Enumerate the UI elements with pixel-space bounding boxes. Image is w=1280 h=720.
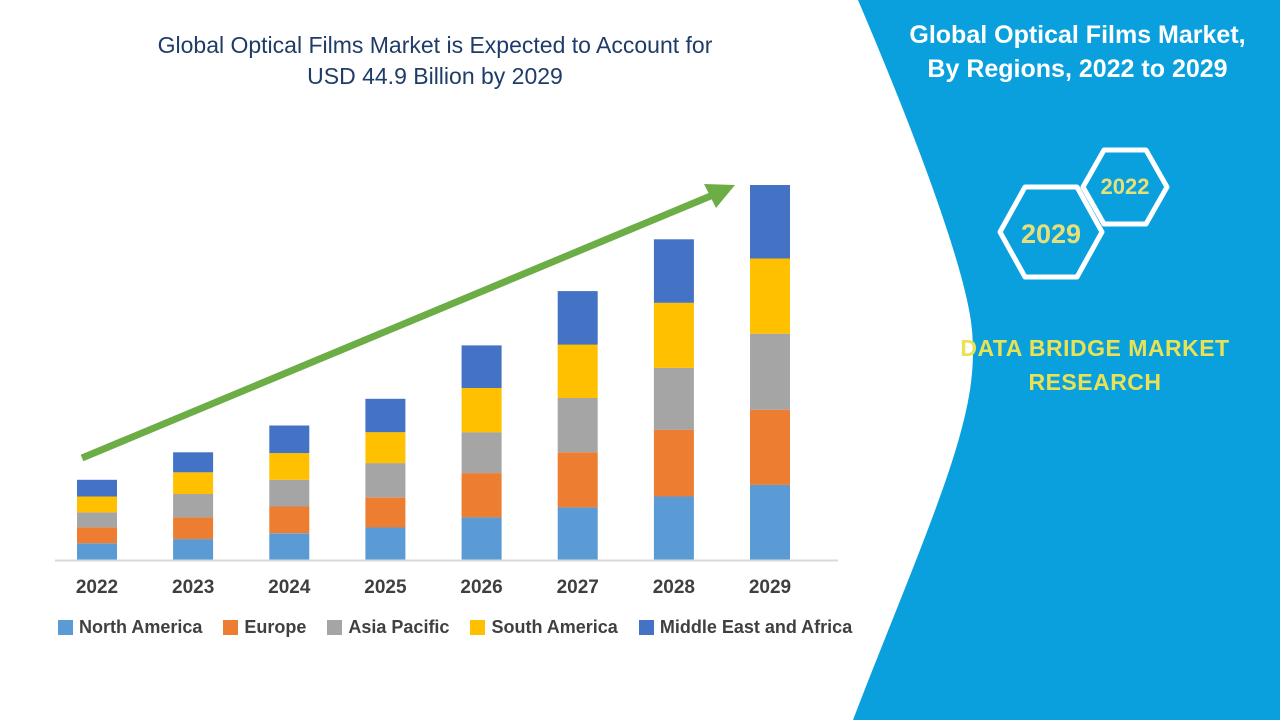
bar-segment-2025-europe — [365, 497, 406, 528]
trend-arrow-head — [704, 184, 735, 208]
legend-item-south-america: South America — [470, 617, 618, 638]
x-axis-label-2028: 2028 — [653, 577, 695, 598]
x-axis-label-2029: 2029 — [749, 577, 791, 598]
bar-segment-2029-middle-east-and-africa — [750, 185, 790, 259]
bar-segment-2026-south-america — [461, 388, 502, 433]
panel-title-line2: By Regions, 2022 to 2029 — [927, 55, 1228, 83]
legend-label: North America — [79, 617, 203, 637]
bar-segment-2027-europe — [557, 452, 598, 508]
panel-curved-shape — [853, 0, 1280, 720]
brand-name: DATA BRIDGE MARKET RESEARCH — [945, 331, 1245, 399]
hexagon-2029-label: 2029 — [1020, 219, 1082, 249]
bar-segment-2026-north-america — [461, 517, 502, 560]
bar-segment-2022-middle-east-and-africa — [77, 479, 117, 497]
bar-segment-2029-asia-pacific — [750, 333, 790, 410]
bar-segment-2023-europe — [173, 517, 214, 540]
hexagon-2022-label: 2022 — [1100, 174, 1150, 199]
legend-swatch-icon — [58, 620, 73, 635]
legend-swatch-icon — [223, 620, 239, 635]
bar-segment-2024-asia-pacific — [269, 479, 310, 507]
bar-segment-2022-south-america — [77, 496, 117, 513]
bar-segment-2022-north-america — [77, 543, 117, 560]
bar-segment-2024-north-america — [269, 533, 310, 560]
bar-segment-2023-north-america — [173, 539, 214, 560]
bar-segment-2028-europe — [653, 429, 694, 497]
x-axis-label-2022: 2022 — [76, 577, 118, 598]
legend-label: Europe — [244, 617, 307, 637]
bar-segment-2025-north-america — [365, 527, 406, 560]
panel-title: Global Optical Films Market, By Regions,… — [900, 18, 1255, 86]
chart-title-line2: USD 44.9 Billion by 2029 — [307, 63, 563, 89]
bar-segment-2024-europe — [269, 506, 310, 534]
chart-legend: North America Europe Asia Pacific South Ame… — [58, 617, 852, 638]
panel-title-line1: Global Optical Films Market, — [909, 21, 1246, 49]
hexagon-2029 — [997, 184, 1105, 280]
bar-segment-2027-asia-pacific — [557, 398, 598, 453]
legend-item-north-america: North America — [58, 617, 202, 638]
bar-segment-2023-asia-pacific — [173, 494, 214, 518]
x-axis-label-2023: 2023 — [172, 577, 214, 598]
bar-segment-2029-south-america — [750, 258, 790, 334]
chart-title: Global Optical Films Market is Expected … — [60, 30, 810, 92]
bar-segment-2026-europe — [461, 473, 502, 518]
hexagon-2022 — [1080, 147, 1170, 227]
bar-segment-2028-asia-pacific — [653, 367, 694, 430]
legend-item-middle-east-and-africa: Middle East and Africa — [638, 617, 853, 638]
bar-segment-2027-south-america — [557, 344, 598, 398]
x-axis-label-2026: 2026 — [460, 577, 502, 598]
brand-line1: DATA BRIDGE MARKET — [960, 335, 1230, 361]
legend-item-asia-pacific: Asia Pacific — [327, 617, 449, 638]
bar-segment-2024-south-america — [269, 453, 310, 480]
bar-segment-2024-middle-east-and-africa — [269, 425, 310, 454]
bar-segment-2025-asia-pacific — [365, 463, 406, 498]
x-axis-label-2027: 2027 — [557, 577, 599, 598]
bar-segment-2028-south-america — [653, 302, 694, 368]
x-axis-label-2024: 2024 — [268, 577, 311, 598]
bar-segment-2026-middle-east-and-africa — [461, 345, 502, 388]
legend-item-europe: Europe — [223, 617, 306, 638]
legend-swatch-icon — [470, 620, 486, 635]
bar-segment-2023-south-america — [173, 472, 214, 494]
bar-segment-2025-middle-east-and-africa — [365, 398, 406, 433]
bar-segment-2022-europe — [77, 527, 117, 544]
bar-segment-2029-north-america — [750, 484, 790, 560]
bar-segment-2022-asia-pacific — [77, 512, 117, 528]
bar-segment-2027-north-america — [557, 507, 598, 560]
bar-segment-2026-asia-pacific — [461, 432, 502, 474]
bar-segment-2028-north-america — [653, 496, 694, 560]
legend-swatch-icon — [327, 620, 343, 635]
legend-swatch-icon — [638, 620, 654, 635]
chart-title-line1: Global Optical Films Market is Expected … — [157, 32, 713, 58]
legend-label: Asia Pacific — [348, 617, 450, 637]
bar-segment-2025-south-america — [365, 432, 406, 464]
bar-segment-2023-middle-east-and-africa — [173, 452, 214, 473]
bar-segment-2027-middle-east-and-africa — [557, 291, 598, 345]
bar-segment-2029-europe — [750, 409, 790, 485]
legend-label: South America — [491, 617, 618, 637]
x-axis-label-2025: 2025 — [364, 577, 407, 598]
brand-line2: RESEARCH — [1028, 369, 1162, 395]
trend-arrow-line — [80, 191, 715, 462]
legend-label: Middle East and Africa — [659, 617, 853, 637]
bar-segment-2028-middle-east-and-africa — [653, 239, 694, 303]
stacked-bar-chart: 2022 2023 2024 2025 2026 2027 2028 2029 — [55, 184, 838, 598]
